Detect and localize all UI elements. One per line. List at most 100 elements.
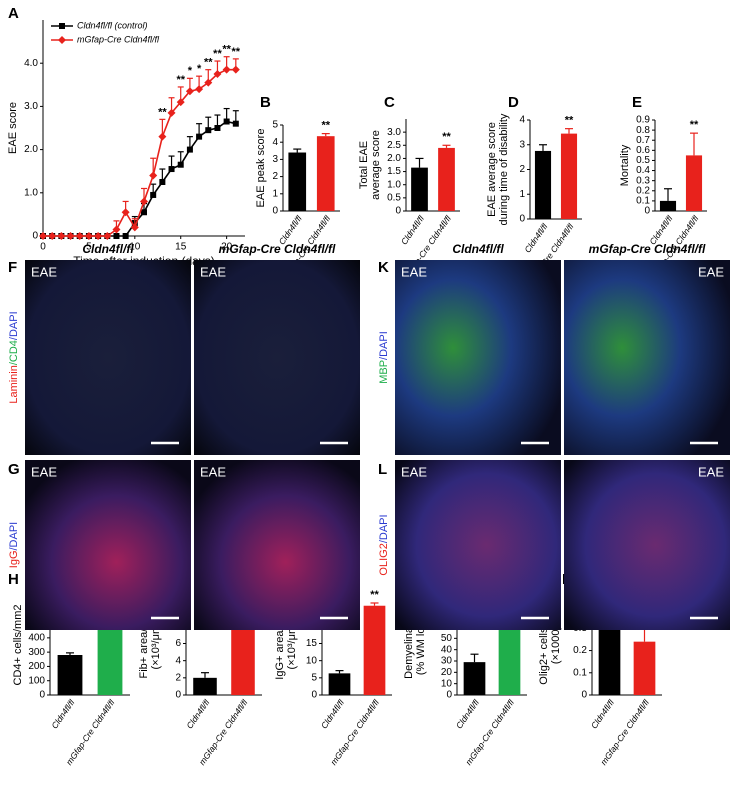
stain-label: IgG/DAPI: [8, 522, 20, 568]
image-tag: EAE: [698, 464, 724, 479]
y-tick-label: 0.1: [573, 667, 587, 678]
y-tick-label: 4: [272, 137, 278, 148]
stain-part: /DAPI: [8, 311, 20, 340]
y-tick-label: 100: [28, 675, 45, 686]
y-tick-label: 6: [175, 638, 181, 649]
y-tick-label: 0.5: [387, 192, 401, 203]
significance: **: [176, 74, 185, 86]
x-tick-label: Cldn4fl/fl: [522, 221, 550, 255]
y-axis-label: Mortality: [619, 144, 631, 186]
marker: [130, 223, 139, 232]
error-bar: [201, 672, 209, 678]
y-tick-label: 4: [175, 655, 181, 666]
micrograph: [25, 260, 191, 455]
marker: [140, 197, 148, 206]
y-tick-label: 0.6: [636, 145, 650, 156]
bar: [463, 662, 486, 695]
stain-label: Laminin/CD4/DAPI: [8, 311, 20, 403]
error-bar: [539, 144, 547, 151]
marker: [122, 233, 129, 239]
column-header: mGfap-Cre Cldn4fl/fl: [219, 242, 336, 256]
marker: [232, 120, 239, 127]
y-tick-label: 20: [441, 667, 453, 678]
stain-part: /CD4: [8, 340, 20, 365]
y-tick-label: 0.5: [636, 155, 650, 166]
x-tick-label: 0: [40, 242, 46, 253]
stain-part: /DAPI: [378, 331, 390, 360]
y-tick-label: 0: [311, 690, 317, 701]
marker: [204, 78, 213, 87]
micrograph: [395, 260, 561, 455]
marker: [113, 233, 120, 239]
marker: [158, 132, 167, 141]
image-tag: EAE: [200, 464, 226, 479]
panel-letter: D: [508, 94, 519, 111]
y-axis-label: average score: [370, 130, 382, 200]
y-tick-label: 400: [28, 632, 45, 643]
image-tag: EAE: [200, 264, 226, 279]
bar: [288, 152, 307, 211]
significance: **: [321, 120, 330, 132]
y-tick-label: 200: [28, 661, 45, 672]
stain-part: /DAPI: [378, 514, 390, 543]
error-bar: [664, 188, 672, 201]
marker: [231, 65, 240, 74]
bar: [685, 155, 703, 211]
panel-letter: B: [260, 94, 271, 111]
legend-marker: [59, 23, 65, 29]
panel-letter: L: [378, 461, 387, 478]
micrograph: [564, 460, 730, 630]
y-tick-label: 10: [306, 655, 318, 666]
error-bar: [415, 157, 424, 168]
error-bar: [321, 133, 330, 137]
marker: [167, 108, 176, 117]
y-tick-label: 1.0: [387, 179, 401, 190]
y-tick-label: 1.0: [24, 187, 38, 198]
stain-part: IgG: [8, 551, 20, 569]
y-tick-label: 2.5: [387, 140, 401, 151]
marker: [103, 232, 112, 240]
error-bar: [690, 132, 698, 156]
bar: [659, 200, 677, 211]
y-axis-label: (×10³/μm²): [286, 618, 298, 670]
y-axis-label: Total EAE: [358, 141, 370, 189]
y-axis-label: EAE peak score: [255, 129, 267, 208]
marker: [185, 87, 194, 96]
marker: [94, 232, 103, 240]
marker: [66, 232, 75, 240]
y-tick-label: 50: [441, 633, 453, 644]
marker: [159, 179, 166, 185]
marker: [176, 98, 185, 107]
y-tick-label: 5: [272, 120, 278, 131]
column-header: Cldn4fl/fl: [452, 242, 504, 256]
y-tick-label: 0: [644, 206, 650, 217]
marker: [168, 166, 175, 173]
panel-letter: E: [632, 94, 642, 111]
bar: [328, 673, 351, 695]
x-tick-label: 20: [221, 242, 233, 253]
marker: [195, 85, 204, 94]
error-bar: [442, 144, 451, 148]
y-tick-label: 3.0: [387, 127, 401, 138]
micrograph: [194, 460, 360, 630]
significance: **: [442, 131, 451, 143]
y-tick-label: 4: [519, 115, 525, 126]
y-tick-label: 0.2: [573, 645, 587, 656]
marker: [222, 65, 231, 74]
significance: **: [370, 589, 379, 601]
marker: [186, 146, 193, 153]
y-tick-label: 3: [519, 139, 525, 150]
bar: [193, 677, 217, 695]
micrograph: [395, 460, 561, 630]
marker: [121, 208, 130, 217]
column-header: mGfap-Cre Cldn4fl/fl: [589, 242, 706, 256]
y-tick-label: 0.9: [636, 115, 650, 126]
y-tick-label: 0.8: [636, 125, 650, 136]
bar: [560, 133, 578, 219]
marker: [39, 232, 47, 240]
marker: [84, 232, 93, 240]
legend-label: Cldn4fl/fl (control): [77, 20, 148, 30]
y-tick-label: 15: [306, 638, 318, 649]
x-tick-label: Cldn4fl/fl: [319, 697, 347, 731]
bar: [633, 641, 656, 695]
